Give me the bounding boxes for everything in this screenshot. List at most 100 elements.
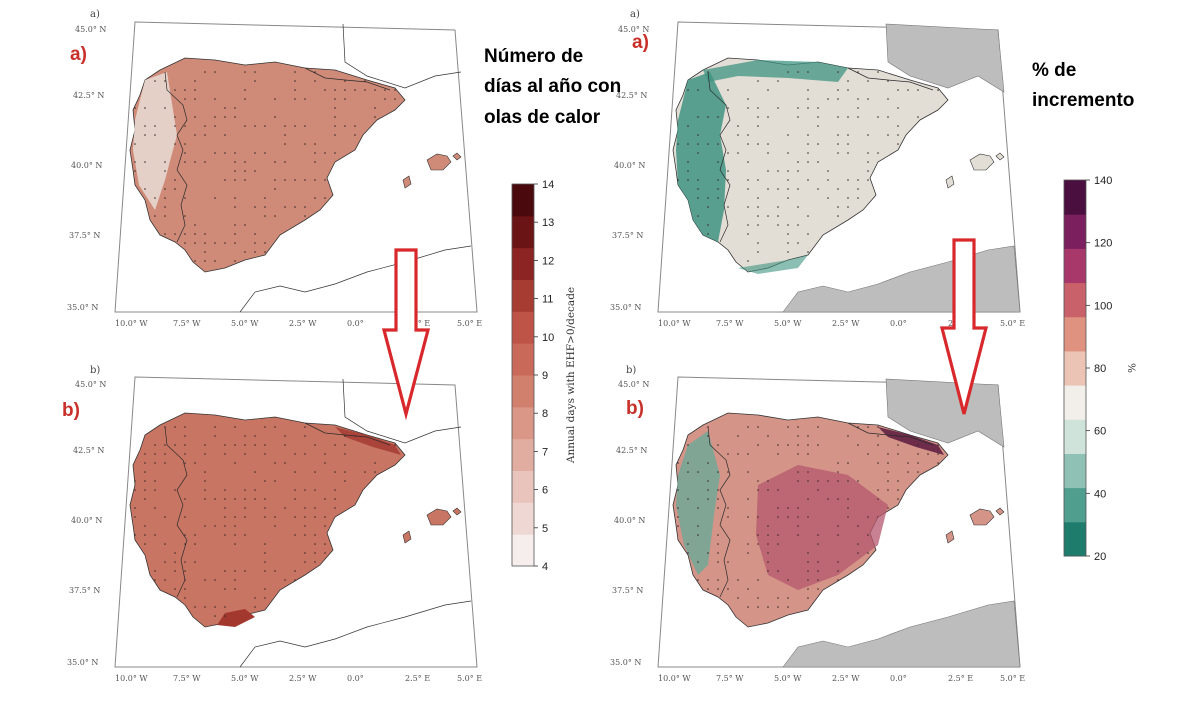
colorbar-segment bbox=[1064, 282, 1086, 318]
lon-tick-label: 5.0° W bbox=[231, 319, 259, 328]
lon-tick-label: 0.0° bbox=[890, 319, 907, 328]
lon-tick-label: 5.0° E bbox=[457, 319, 482, 328]
colorbar-segment bbox=[512, 184, 534, 217]
lat-tick-label: 45.0° N bbox=[75, 25, 106, 34]
colorbar-tick-label: 20 bbox=[1094, 551, 1106, 563]
lat-tick-label: 40.0° N bbox=[71, 516, 102, 525]
lon-tick-label: 5.0° E bbox=[457, 674, 482, 683]
lon-tick-label: 2.5° W bbox=[289, 319, 317, 328]
africa-coast bbox=[239, 245, 472, 313]
lon-tick-label: 10.0° W bbox=[115, 319, 148, 328]
colorbar-segment bbox=[1064, 521, 1086, 557]
colorbar-tick-label: 140 bbox=[1094, 175, 1112, 187]
lat-tick-label: 40.0° N bbox=[614, 516, 645, 525]
colorbar-segment bbox=[1064, 385, 1086, 420]
down-arrow-left-icon bbox=[381, 248, 431, 421]
colorbar-left: 4 5 6 7 8 9 10 11 12 13 14 Annual days with EHF>0/d… bbox=[511, 179, 577, 573]
lat-tick-label: 42.5° N bbox=[616, 446, 647, 455]
colorbar-segment bbox=[512, 247, 534, 280]
lat-tick-label: 35.0° N bbox=[610, 303, 641, 312]
lat-tick-label: 37.5° N bbox=[69, 586, 100, 595]
africa-land bbox=[782, 600, 1021, 668]
colorbar-segment bbox=[512, 343, 534, 376]
france-coast bbox=[342, 378, 462, 444]
panel-small-label-left-b: b) bbox=[90, 365, 100, 376]
colorbar-segment bbox=[1064, 487, 1086, 523]
colorbar-segment bbox=[1064, 419, 1086, 454]
colorbar-segment bbox=[512, 406, 534, 440]
lon-tick-label: 0.0° bbox=[890, 674, 907, 683]
title-left-line-3: olas de calor bbox=[484, 107, 601, 128]
pyrenees-high bbox=[878, 427, 944, 455]
colorbar-segment bbox=[512, 311, 534, 344]
colorbar-segment bbox=[512, 470, 534, 503]
colorbar-segment bbox=[1064, 248, 1086, 284]
lon-tick-label: 5.0° E bbox=[1000, 319, 1025, 328]
panel-small-label-right-a: a) bbox=[630, 9, 640, 20]
lon-tick-label: 5.0° W bbox=[231, 674, 259, 683]
map-panel-left-b: 45.0° N 42.5° N 40.0° N 37.5° N 35.0° N 10.0°… bbox=[67, 376, 482, 683]
lat-tick-label: 40.0° N bbox=[614, 161, 645, 170]
france-land bbox=[885, 23, 1005, 93]
coast-low-increase bbox=[676, 431, 720, 575]
north-coast-low bbox=[703, 60, 848, 82]
colorbar-tick-label: 40 bbox=[1094, 488, 1106, 500]
lon-tick-label: 10.0° W bbox=[658, 319, 691, 328]
coast-low-increase bbox=[676, 72, 726, 242]
lon-tick-label: 2.5° E bbox=[405, 674, 430, 683]
lat-tick-label: 35.0° N bbox=[67, 303, 98, 312]
lon-tick-label: 7.5° W bbox=[173, 674, 201, 683]
map-panel-right-a: 45.0° N 42.5° N 40.0° N 37.5° N 35.0° N 10.0°… bbox=[610, 21, 1025, 328]
lon-tick-label: 7.5° W bbox=[716, 674, 744, 683]
lon-tick-label: 2.5° E bbox=[948, 674, 973, 683]
lat-tick-label: 45.0° N bbox=[618, 380, 649, 389]
title-right-line-1: % de bbox=[1032, 60, 1076, 81]
panel-label-left-b: b) bbox=[62, 400, 80, 421]
colorbar-tick-label: 11 bbox=[542, 294, 553, 306]
panel-label-right-a: a) bbox=[632, 32, 649, 53]
title-left-line-2: días al año con bbox=[484, 76, 621, 97]
colorbar-title: Annual days with EHF>0/decade bbox=[565, 287, 577, 464]
map-panel-right-b: 45.0° N 42.5° N 40.0° N 37.5° N 35.0° N 10.0°… bbox=[610, 376, 1025, 683]
france-coast bbox=[342, 23, 462, 89]
pyrenees-hot bbox=[335, 427, 401, 455]
colorbar-tick-label: 6 bbox=[542, 485, 548, 497]
colorbar-tick-label: 12 bbox=[542, 255, 554, 267]
colorbar-title: % bbox=[1125, 363, 1137, 373]
lat-tick-label: 45.0° N bbox=[618, 25, 649, 34]
lon-tick-label: 2.5° W bbox=[289, 674, 317, 683]
colorbar-tick-label: 10 bbox=[542, 332, 554, 344]
france-land bbox=[885, 378, 1005, 448]
colorbar-tick-label: 80 bbox=[1094, 363, 1106, 375]
title-right-line-2: incremento bbox=[1032, 90, 1134, 111]
lat-tick-label: 42.5° N bbox=[73, 91, 104, 100]
lon-tick-label: 5.0° W bbox=[774, 674, 802, 683]
colorbar-tick-label: 120 bbox=[1094, 238, 1112, 250]
colorbar-segment bbox=[1064, 214, 1086, 249]
colorbar-segment bbox=[512, 279, 534, 312]
south-hot-spot bbox=[217, 609, 255, 627]
lat-tick-label: 42.5° N bbox=[616, 91, 647, 100]
lat-tick-label: 45.0° N bbox=[75, 380, 106, 389]
lon-tick-label: 10.0° W bbox=[115, 674, 148, 683]
colorbar-tick-label: 100 bbox=[1094, 300, 1112, 312]
lon-tick-label: 7.5° W bbox=[173, 319, 201, 328]
colorbar-tick-label: 14 bbox=[542, 179, 554, 191]
map-panel-left-a: 45.0° N 42.5° N 40.0° N 37.5° N 35.0° N 10.0°… bbox=[67, 21, 482, 328]
lat-tick-label: 42.5° N bbox=[73, 446, 104, 455]
colorbar-segment bbox=[1064, 350, 1086, 386]
west-low-values bbox=[133, 72, 177, 210]
lon-tick-label: 2.5° W bbox=[832, 674, 860, 683]
lat-tick-label: 37.5° N bbox=[612, 586, 643, 595]
colorbar-tick-label: 8 bbox=[542, 408, 548, 420]
colorbar-tick-label: 9 bbox=[542, 370, 548, 382]
interior-high-increase bbox=[756, 465, 888, 590]
colorbar-right: 20 40 60 80 100 120 140% bbox=[1063, 175, 1137, 563]
lat-tick-label: 35.0° N bbox=[67, 658, 98, 667]
south-coast-low bbox=[738, 255, 808, 274]
lon-tick-label: 10.0° W bbox=[658, 674, 691, 683]
lon-tick-label: 5.0° E bbox=[1000, 674, 1025, 683]
colorbar-tick-label: 5 bbox=[542, 523, 548, 535]
colorbar-tick-label: 13 bbox=[542, 217, 554, 229]
colorbar-segment bbox=[512, 534, 534, 567]
